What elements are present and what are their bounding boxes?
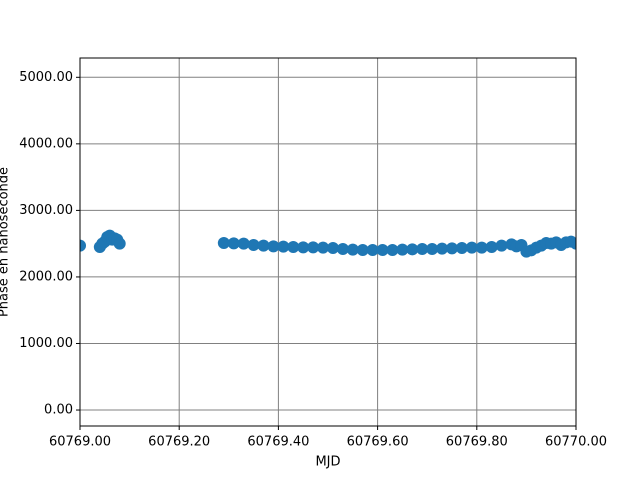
data-point — [326, 241, 339, 254]
data-point — [287, 240, 300, 253]
x-tick-label: 60769.20 — [148, 435, 210, 450]
data-point — [317, 241, 330, 254]
data-point — [386, 243, 399, 256]
data-point — [356, 243, 369, 256]
data-point — [426, 242, 439, 255]
y-axis-label: Phase en nanoseconde — [0, 167, 12, 317]
y-tick-label: 3000.00 — [19, 203, 73, 218]
data-point — [113, 237, 126, 250]
data-point — [267, 240, 280, 253]
data-point — [80, 239, 86, 252]
data-point — [346, 243, 359, 256]
data-point — [406, 243, 419, 256]
plot-frame — [79, 57, 577, 427]
x-axis-label: MJD — [315, 455, 340, 470]
x-tick-label: 60769.80 — [446, 435, 508, 450]
data-point — [257, 239, 270, 252]
data-point — [366, 243, 379, 256]
data-point — [465, 241, 478, 254]
data-point — [237, 237, 250, 250]
data-point — [416, 242, 429, 255]
y-tick-label: 0.00 — [44, 403, 73, 418]
data-point — [277, 240, 290, 253]
x-tick-label: 60769.00 — [49, 435, 111, 450]
data-point — [475, 241, 488, 254]
data-point — [297, 241, 310, 254]
data-point — [570, 237, 576, 250]
data-point — [485, 240, 498, 253]
data-point — [376, 243, 389, 256]
data-point — [495, 239, 508, 252]
x-tick-label: 60770.00 — [545, 435, 607, 450]
y-tick-label: 2000.00 — [19, 269, 73, 284]
x-tick-label: 60769.60 — [347, 435, 409, 450]
y-tick-label: 5000.00 — [19, 70, 73, 85]
data-point — [307, 241, 320, 254]
data-point — [455, 241, 468, 254]
data-point — [217, 236, 230, 249]
y-tick-label: 4000.00 — [19, 136, 73, 151]
x-tick-label: 60769.40 — [247, 435, 309, 450]
data-point — [227, 237, 240, 250]
y-tick-label: 1000.00 — [19, 336, 73, 351]
data-point — [396, 243, 409, 256]
data-point — [446, 242, 458, 255]
data-point — [436, 242, 449, 255]
data-point — [336, 242, 349, 255]
data-point — [247, 238, 260, 251]
